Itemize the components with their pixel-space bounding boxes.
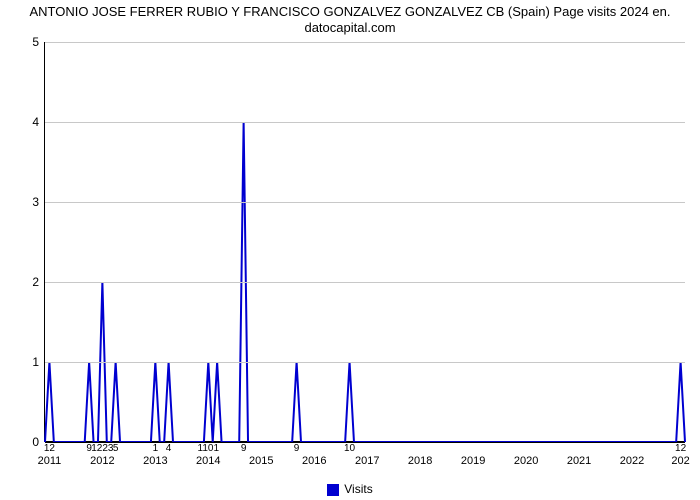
x-tick-minor-label: 5 <box>113 443 119 454</box>
y-tick-label: 4 <box>32 115 45 129</box>
gridline-h <box>45 122 685 123</box>
x-tick-major-label: 2017 <box>355 455 379 467</box>
x-tick-minor-label: 9 <box>241 443 247 454</box>
chart-title-line2: datocapital.com <box>304 20 395 35</box>
y-tick-label: 1 <box>32 355 45 369</box>
x-tick-major-label: 2012 <box>90 455 114 467</box>
x-tick-major-label: 2021 <box>567 455 591 467</box>
gridline-h <box>45 282 685 283</box>
y-tick-label: 2 <box>32 275 45 289</box>
legend-swatch <box>327 484 339 496</box>
x-tick-major-label: 2020 <box>514 455 538 467</box>
x-tick-minor-label: 1223 <box>91 443 113 454</box>
x-tick-major-label: 2019 <box>461 455 485 467</box>
x-tick-major-label: 2022 <box>620 455 644 467</box>
line-series <box>45 42 685 442</box>
x-tick-major-label: 2014 <box>196 455 220 467</box>
x-tick-minor-label: 10 <box>344 443 355 454</box>
gridline-h <box>45 202 685 203</box>
x-tick-minor-label: 12 <box>675 443 686 454</box>
gridline-h <box>45 442 685 443</box>
legend: Visits <box>0 482 700 496</box>
x-tick-minor-label: 4 <box>166 443 172 454</box>
x-tick-major-label: 2013 <box>143 455 167 467</box>
chart-title: ANTONIO JOSE FERRER RUBIO Y FRANCISCO GO… <box>0 4 700 37</box>
x-tick-major-label: 2016 <box>302 455 326 467</box>
x-tick-major-label: 202 <box>671 455 689 467</box>
gridline-h <box>45 362 685 363</box>
legend-label: Visits <box>344 482 372 496</box>
gridline-h <box>45 42 685 43</box>
x-tick-minor-label: 9 <box>294 443 300 454</box>
x-tick-minor-label: 12 <box>44 443 55 454</box>
x-tick-major-label: 2018 <box>408 455 432 467</box>
plot-area: 0123451291223514110199101220112012201320… <box>44 42 684 442</box>
y-tick-label: 5 <box>32 35 45 49</box>
visits-chart: ANTONIO JOSE FERRER RUBIO Y FRANCISCO GO… <box>0 0 700 500</box>
x-tick-major-label: 2015 <box>249 455 273 467</box>
chart-title-line1: ANTONIO JOSE FERRER RUBIO Y FRANCISCO GO… <box>29 4 670 19</box>
y-tick-label: 3 <box>32 195 45 209</box>
x-tick-minor-label: 1 <box>153 443 159 454</box>
x-tick-major-label: 2011 <box>38 455 62 467</box>
x-tick-minor-label: 1101 <box>198 443 220 454</box>
